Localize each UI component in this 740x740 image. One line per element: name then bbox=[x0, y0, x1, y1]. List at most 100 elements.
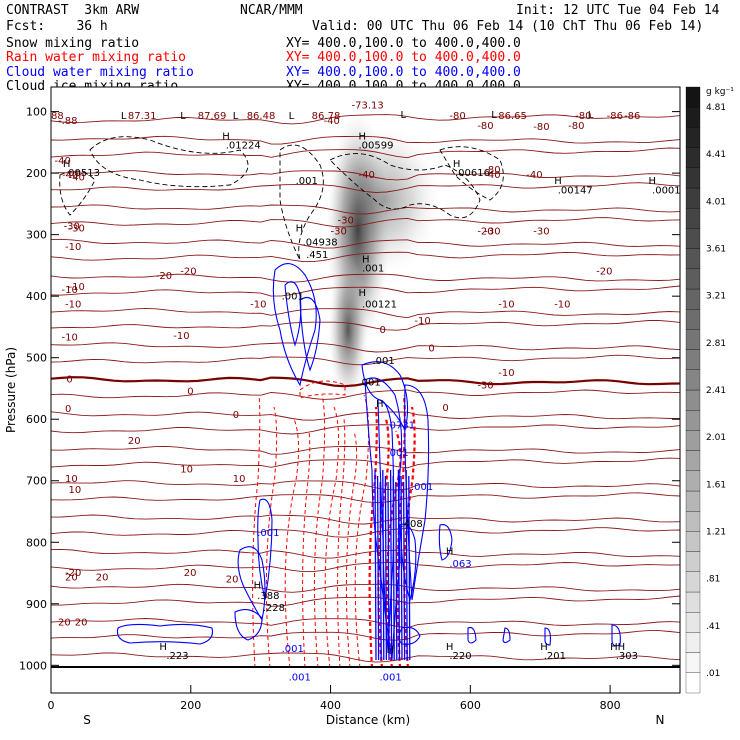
x-axis: 0 200 400 600 800 bbox=[48, 685, 621, 712]
colorbar-cell bbox=[685, 329, 701, 350]
isotherm-label: -86 bbox=[607, 111, 623, 122]
isotherm bbox=[51, 273, 680, 283]
cloud-water-core bbox=[387, 481, 390, 661]
y-tick-label: 200 bbox=[26, 167, 47, 180]
isotherm bbox=[51, 320, 680, 331]
contour-annotation: .001 bbox=[282, 644, 304, 655]
colorbar-cell bbox=[685, 450, 701, 471]
isotherm bbox=[51, 135, 680, 145]
colorbar-cell bbox=[685, 430, 701, 451]
colorbar-level: 1.61 bbox=[706, 480, 726, 490]
y-tick-label: 500 bbox=[26, 352, 47, 365]
contour-annotation: H bbox=[446, 642, 454, 653]
cloud-water-contours bbox=[116, 263, 621, 661]
contour-annotation: H bbox=[554, 176, 562, 187]
contour-annotation: HH bbox=[610, 642, 625, 653]
contour-annotation: L bbox=[233, 111, 239, 122]
colorbar-level: 1.21 bbox=[706, 528, 726, 538]
temperature-label: -10 bbox=[61, 285, 77, 296]
y-tick-label: 400 bbox=[26, 290, 47, 303]
y-axis-label: Pressure (hPa) bbox=[4, 347, 18, 433]
x-tick-label: 800 bbox=[600, 699, 621, 712]
legend-snow-label: Snow mixing ratio bbox=[6, 36, 140, 51]
contour-annotation: .001 bbox=[379, 673, 401, 684]
contour-labels: H.00513H.01224H.00599H.00616H.00147H.000… bbox=[51, 101, 680, 684]
cloud-ice-contour bbox=[59, 170, 96, 216]
contour-annotation: .00599 bbox=[359, 141, 394, 152]
cloud-ice-contour bbox=[279, 144, 324, 261]
north-end-label: N bbox=[656, 713, 665, 727]
isotherm-label: 0 bbox=[65, 404, 71, 415]
contour-annotation: H bbox=[540, 642, 548, 653]
isotherm bbox=[51, 354, 680, 366]
colorbar-level: .41 bbox=[706, 622, 720, 632]
isotherm bbox=[51, 424, 680, 435]
temperature-label: 20 bbox=[58, 617, 71, 628]
colorbar-level: .01 bbox=[706, 669, 720, 679]
isotherm bbox=[51, 618, 680, 629]
y-tick-label: 800 bbox=[26, 536, 47, 549]
legend-snow-xy: XY= 400.0,100.0 to 400.0,400.0 bbox=[286, 36, 521, 51]
cloud-water-core bbox=[408, 475, 411, 661]
contour-annotation: L bbox=[289, 111, 295, 122]
legend-rain-label: Rain water mixing ratio bbox=[6, 50, 187, 65]
cloud-ice-contours bbox=[59, 136, 504, 261]
contour-annotation: .220 bbox=[449, 651, 471, 662]
x-axis-label: Distance (km) bbox=[326, 713, 410, 727]
rain-contour bbox=[284, 418, 300, 669]
colorbar-level: 2.01 bbox=[706, 433, 726, 443]
contour-annotation: .00513 bbox=[65, 168, 100, 179]
temperature-label: -20 bbox=[156, 271, 172, 282]
isotherm-label: 20 bbox=[65, 572, 78, 583]
contour-annotation: .001 bbox=[282, 291, 304, 302]
rain-contour bbox=[337, 418, 346, 669]
colorbar-cell bbox=[685, 511, 701, 532]
colorbar-cell bbox=[685, 672, 701, 694]
colorbar-cell bbox=[685, 470, 701, 492]
rain-contour bbox=[354, 394, 370, 669]
legend-cloudwater-label: Cloud water mixing ratio bbox=[6, 65, 194, 80]
contour-annotation: .00121 bbox=[362, 299, 397, 310]
x-tick-label: 600 bbox=[460, 699, 481, 712]
isotherm-label: -20 bbox=[180, 267, 196, 278]
colorbar-cell bbox=[685, 369, 701, 391]
contour-annotation: .001 bbox=[257, 528, 279, 539]
isotherm bbox=[51, 251, 680, 263]
y-tick-label: 700 bbox=[26, 475, 47, 488]
colorbar-cell bbox=[685, 612, 701, 633]
temperature-label: 20 bbox=[128, 436, 141, 447]
isotherm bbox=[51, 480, 680, 491]
cloud-water-core bbox=[376, 475, 380, 661]
contour-annotation: .451 bbox=[306, 250, 328, 261]
rain-contour bbox=[324, 406, 340, 669]
rain-contour bbox=[313, 394, 326, 669]
cloud-water-contour bbox=[272, 263, 317, 387]
contour-annotation: H bbox=[376, 399, 384, 410]
contour-annotation: .303 bbox=[616, 651, 638, 662]
contour-annotation: H bbox=[362, 254, 370, 265]
cloud-water-core bbox=[382, 469, 385, 661]
contour-annotation: L bbox=[400, 110, 406, 121]
rain-contour bbox=[299, 380, 346, 399]
isotherm-label: 0 bbox=[442, 403, 448, 414]
colorbar-cell bbox=[685, 632, 701, 653]
temperature-label: -40 bbox=[68, 173, 84, 184]
legend-cloudwater-xy: XY= 400.0,100.0 to 400.0,400.0 bbox=[286, 65, 521, 80]
colorbar-cell bbox=[685, 107, 701, 128]
isotherm bbox=[51, 204, 680, 215]
contour-annotation: .388 bbox=[257, 591, 279, 602]
contour-annotation: H bbox=[254, 580, 262, 591]
isotherm-label: -80 bbox=[477, 121, 493, 132]
isotherm-label: -80 bbox=[568, 121, 584, 132]
colorbar-cell bbox=[685, 167, 701, 189]
cloud-water-core bbox=[384, 475, 388, 661]
temperature-label: -20 bbox=[65, 568, 81, 579]
colorbar-cell bbox=[685, 531, 701, 552]
colorbar-cell bbox=[685, 571, 701, 593]
isotherm bbox=[51, 652, 680, 663]
colorbar-cell bbox=[685, 248, 701, 269]
isotherm-label: 10 bbox=[65, 474, 78, 485]
colorbar-cell bbox=[685, 86, 701, 108]
temperature-label: -20 bbox=[477, 227, 493, 238]
